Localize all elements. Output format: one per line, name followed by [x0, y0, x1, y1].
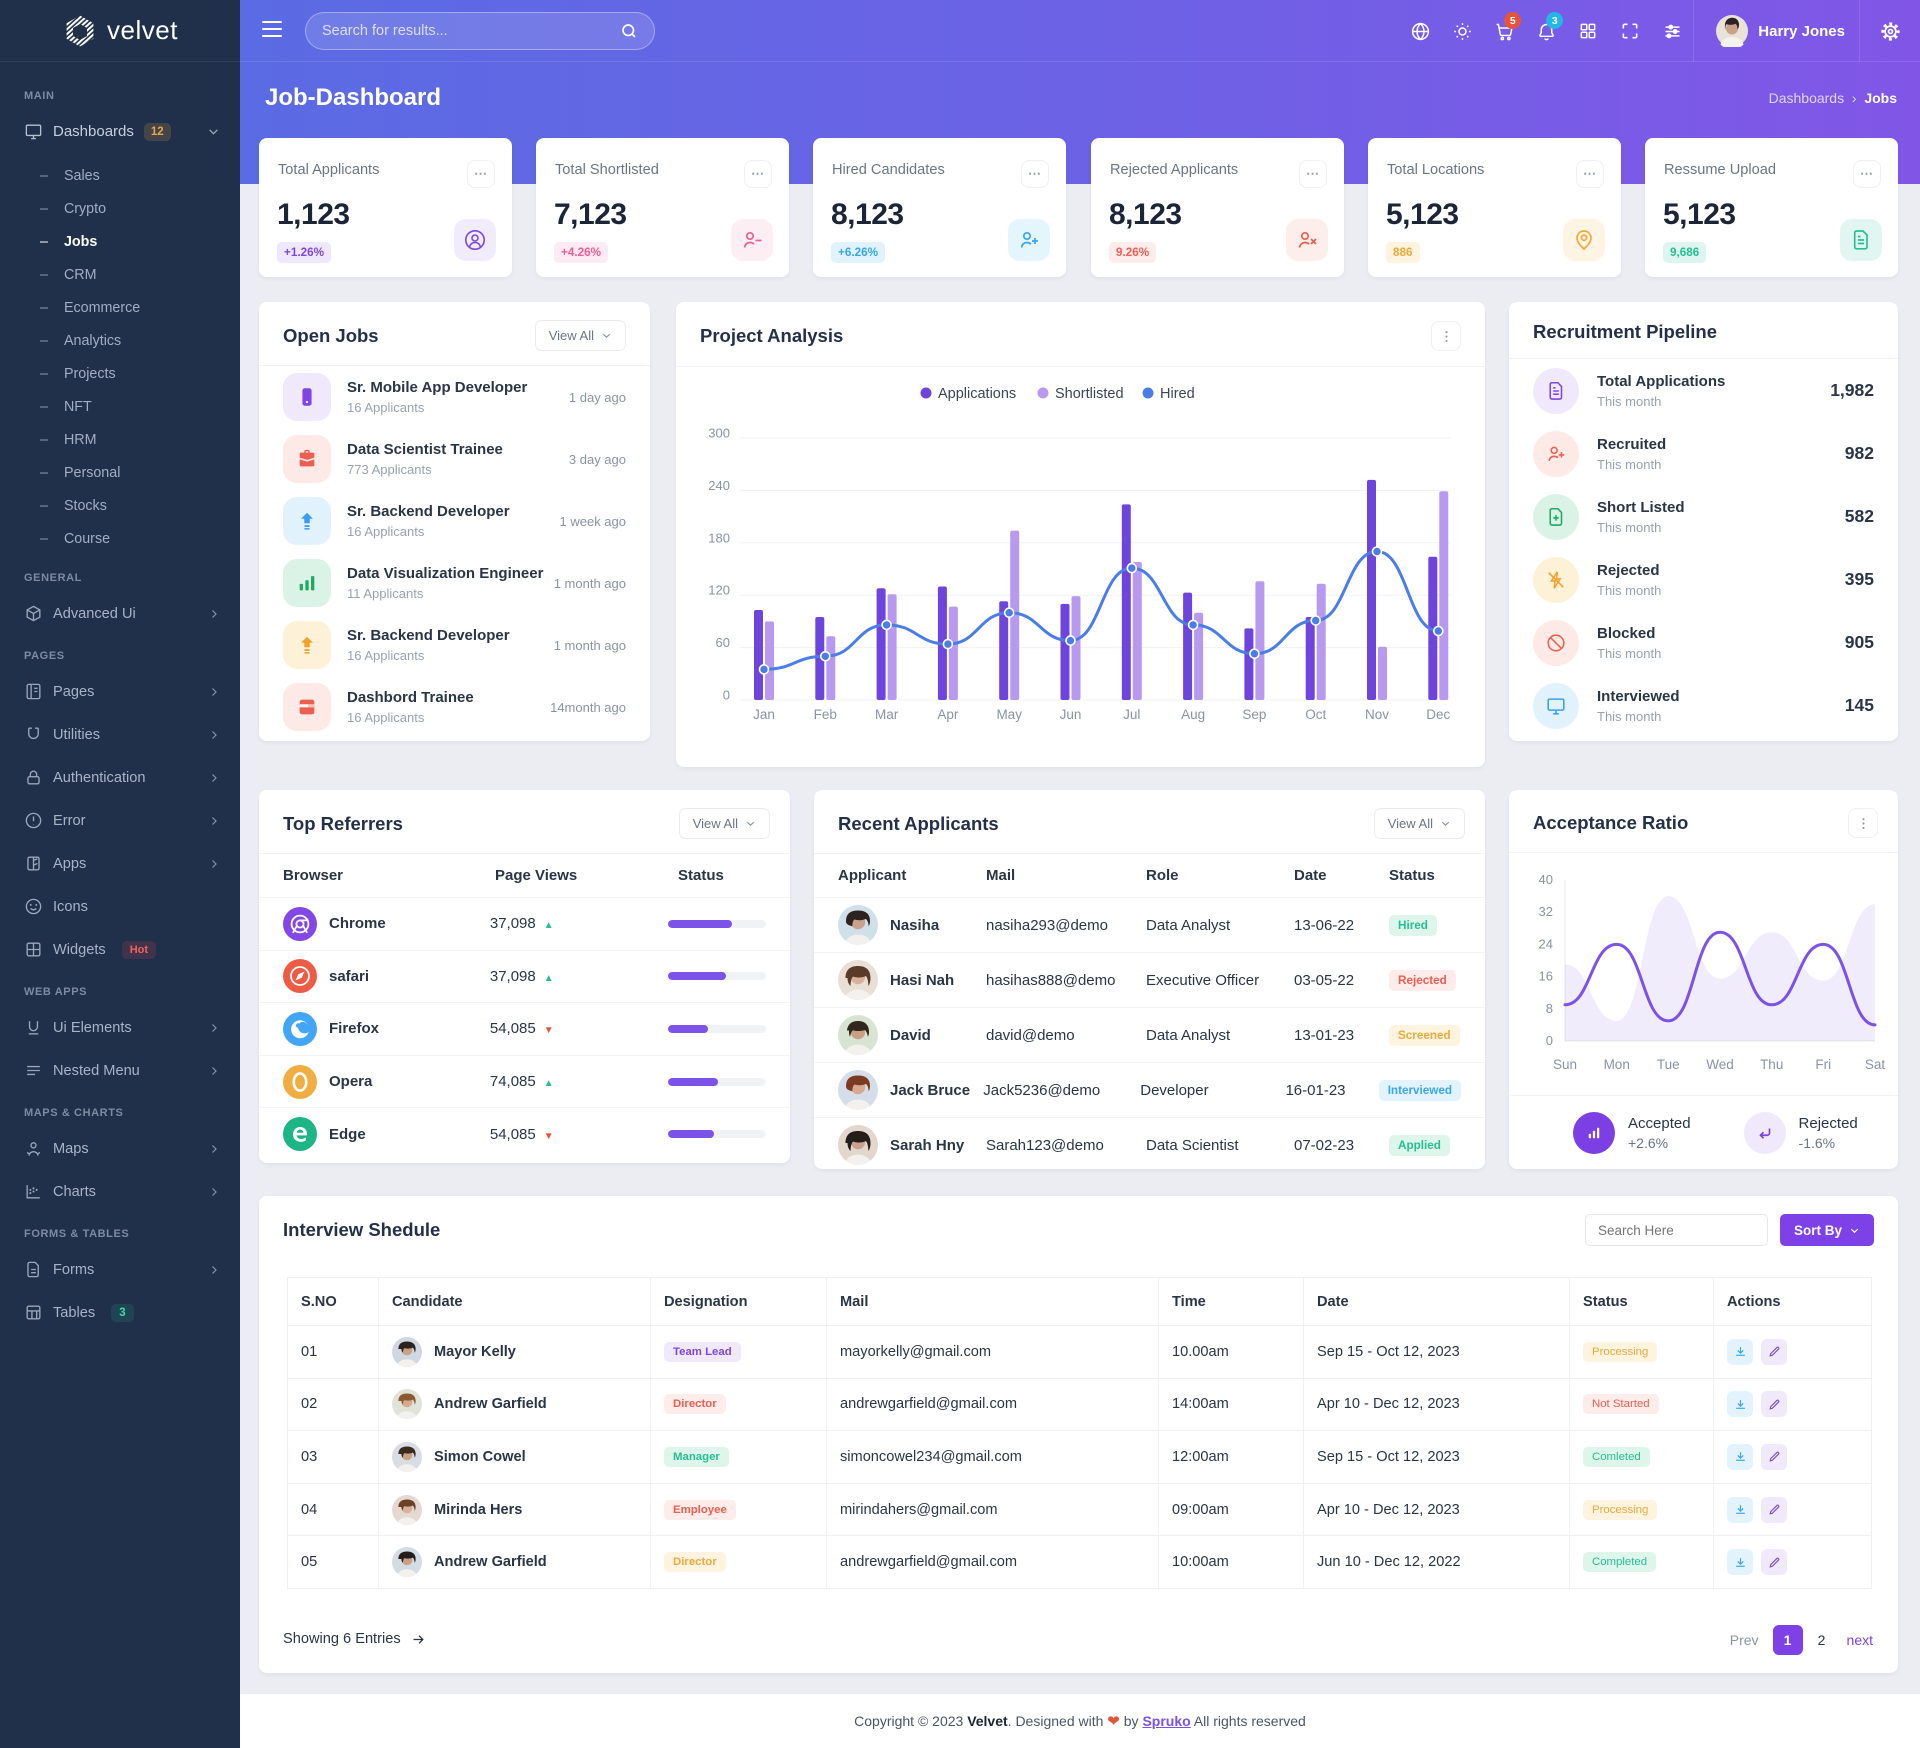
svg-text:Tue: Tue	[1657, 1057, 1680, 1072]
svg-text:Jul: Jul	[1123, 707, 1140, 722]
svg-text:Hired: Hired	[1160, 386, 1195, 402]
svg-text:Nov: Nov	[1365, 707, 1389, 722]
svg-text:8: 8	[1546, 1001, 1553, 1016]
svg-text:300: 300	[708, 426, 730, 441]
svg-text:16: 16	[1539, 969, 1553, 984]
svg-text:Fri: Fri	[1815, 1057, 1831, 1072]
svg-text:Jan: Jan	[753, 707, 775, 722]
svg-text:180: 180	[708, 530, 730, 545]
svg-text:60: 60	[716, 635, 730, 650]
svg-text:120: 120	[708, 583, 730, 598]
svg-text:40: 40	[1539, 872, 1553, 887]
svg-text:Oct: Oct	[1305, 707, 1326, 722]
svg-text:Sun: Sun	[1553, 1057, 1577, 1072]
svg-text:Feb: Feb	[814, 707, 837, 722]
svg-text:Wed: Wed	[1706, 1057, 1734, 1072]
svg-text:Aug: Aug	[1181, 707, 1205, 722]
svg-text:Sat: Sat	[1865, 1057, 1886, 1072]
svg-text:Mar: Mar	[875, 707, 899, 722]
svg-text:24: 24	[1539, 936, 1553, 951]
svg-text:Sep: Sep	[1242, 707, 1266, 722]
svg-text:Applications: Applications	[938, 386, 1016, 402]
svg-text:Mon: Mon	[1604, 1057, 1630, 1072]
svg-text:Shortlisted: Shortlisted	[1055, 386, 1124, 402]
svg-text:0: 0	[1546, 1033, 1553, 1048]
svg-text:Dec: Dec	[1426, 707, 1450, 722]
svg-text:Jun: Jun	[1060, 707, 1082, 722]
svg-text:240: 240	[708, 478, 730, 493]
svg-text:May: May	[996, 707, 1022, 722]
svg-text:Apr: Apr	[937, 707, 959, 722]
svg-text:32: 32	[1539, 904, 1553, 919]
svg-text:Thu: Thu	[1760, 1057, 1783, 1072]
svg-text:0: 0	[723, 688, 730, 703]
